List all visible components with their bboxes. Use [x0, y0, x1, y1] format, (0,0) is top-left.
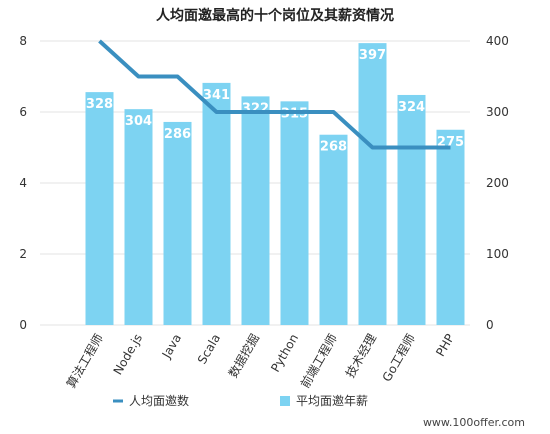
category-label: 技术经理 — [343, 332, 379, 381]
category-label: Python — [268, 332, 301, 375]
category-label: Node.js — [111, 332, 145, 378]
right-tick-label: 400 — [486, 34, 509, 48]
bar — [319, 134, 348, 325]
bar-value-label: 322 — [242, 101, 269, 116]
legend-bar-label: 平均面邀年薪 — [296, 393, 368, 408]
bar — [202, 82, 231, 325]
watermark: www.100offer.com — [423, 416, 525, 429]
bar — [280, 101, 309, 325]
bar-value-label: 268 — [320, 140, 347, 155]
legend: 人均面邀数 平均面邀年薪 — [113, 393, 368, 408]
right-tick-label: 0 — [486, 318, 494, 332]
bar-value-label: 341 — [203, 88, 230, 103]
right-axis: 0 100 200 300 400 — [486, 34, 509, 332]
bar — [124, 109, 153, 325]
bar — [163, 121, 192, 325]
left-tick-label: 8 — [19, 34, 27, 48]
right-tick-label: 200 — [486, 176, 509, 190]
bar-value-label: 397 — [359, 48, 386, 63]
category-label: PHP — [433, 332, 457, 359]
bar-value-label: 286 — [164, 127, 191, 142]
bar — [358, 43, 387, 325]
line-path — [98, 39, 451, 150]
bar-value-label: 328 — [86, 97, 113, 112]
left-tick-label: 4 — [19, 176, 27, 190]
category-label: Java — [159, 332, 184, 362]
bar-series — [85, 43, 465, 326]
bar — [436, 129, 465, 325]
category-label: 前端工程师 — [297, 331, 340, 390]
left-tick-label: 0 — [19, 318, 27, 332]
bar-value-label: 324 — [398, 100, 425, 115]
category-label: 算法工程师 — [63, 331, 106, 390]
legend-bar-swatch — [280, 396, 290, 406]
right-tick-label: 300 — [486, 105, 509, 119]
line-series — [98, 39, 451, 150]
bar — [397, 94, 426, 326]
category-label: Go工程师 — [379, 331, 418, 384]
left-tick-label: 2 — [19, 247, 27, 261]
bar — [241, 96, 270, 325]
left-tick-label: 6 — [19, 105, 27, 119]
category-label: 数据挖掘 — [225, 331, 262, 380]
bar — [85, 92, 114, 326]
right-tick-label: 100 — [486, 247, 509, 261]
legend-line-label: 人均面邀数 — [129, 393, 189, 408]
chart-title: 人均面邀最高的十个岗位及其薪资情况 — [156, 7, 394, 24]
left-axis: 0 2 4 6 8 — [19, 34, 27, 332]
category-label: Scala — [195, 332, 223, 367]
bar-value-label: 304 — [125, 114, 152, 129]
